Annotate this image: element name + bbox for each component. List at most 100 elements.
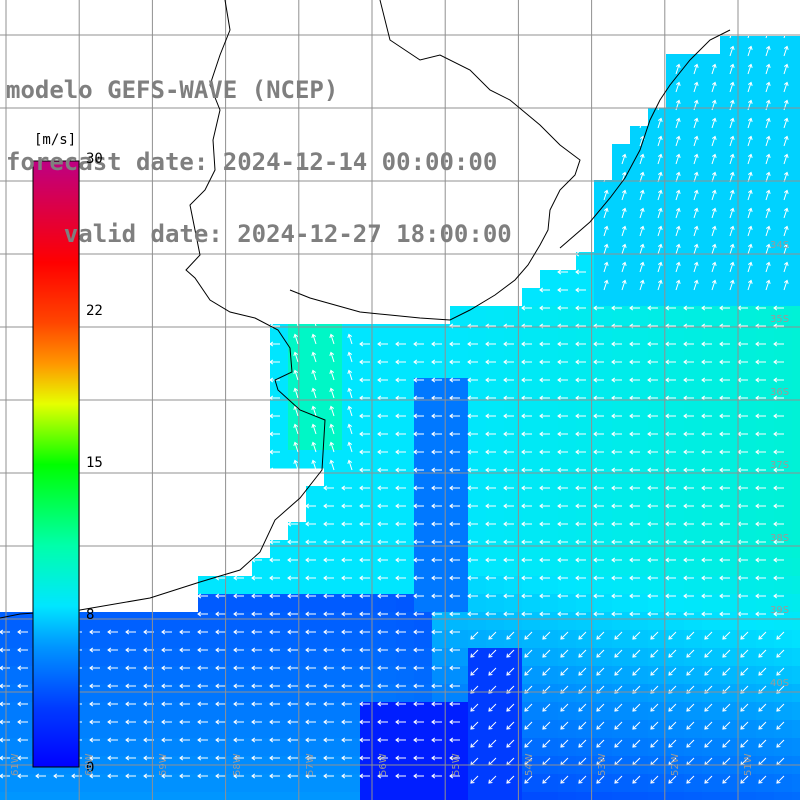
colorbar-band <box>33 602 79 604</box>
wind-speed-cell <box>684 684 703 703</box>
colorbar-band <box>33 192 79 194</box>
wind-arrow <box>693 172 698 183</box>
wind-arrow-head <box>783 135 789 140</box>
colorbar-band <box>33 236 79 238</box>
wind-arrow <box>722 775 731 784</box>
wind-arrow-head <box>693 63 699 68</box>
colorbar-band <box>33 592 79 594</box>
wind-speed-cell <box>792 702 800 721</box>
wind-speed-cell <box>720 522 739 541</box>
wind-speed-cell <box>342 738 361 757</box>
wind-speed-cell <box>792 486 800 505</box>
wind-speed-cell <box>558 612 577 631</box>
wind-speed-cell <box>594 216 613 235</box>
wind-speed-cell <box>396 576 415 595</box>
colorbar-band <box>33 359 79 361</box>
wind-speed-cell <box>756 270 775 289</box>
wind-arrow <box>711 172 716 183</box>
wind-arrow-head <box>639 279 645 284</box>
wind-arrow-head <box>377 395 382 401</box>
wind-speed-cell <box>630 216 649 235</box>
wind-speed-cell <box>738 108 757 127</box>
wind-arrow-head <box>293 333 299 338</box>
wind-speed-cell <box>720 720 739 739</box>
wind-speed-cell <box>774 90 793 109</box>
wind-speed-cell <box>720 630 739 649</box>
wind-speed-cell <box>90 612 109 631</box>
wind-speed-cell <box>414 702 433 721</box>
wind-arrow-head <box>747 225 753 230</box>
wind-speed-cell <box>252 594 271 613</box>
wind-speed-cell <box>648 216 667 235</box>
wind-arrow-head <box>765 117 771 122</box>
wind-speed-cell <box>558 792 577 800</box>
colorbar-band <box>33 660 79 662</box>
coastline <box>0 0 731 619</box>
wind-arrow-head <box>197 647 202 653</box>
wind-speed-cell <box>36 774 55 793</box>
wind-arrow-head <box>524 689 529 694</box>
wind-speed-cell <box>378 774 397 793</box>
colorbar-band <box>33 276 79 278</box>
wind-arrow <box>686 739 695 748</box>
colorbar-band <box>33 747 79 749</box>
wind-speed-cell <box>378 360 397 379</box>
colorbar-band <box>33 679 79 681</box>
colorbar-band <box>33 330 79 332</box>
wind-speed-cell <box>684 432 703 451</box>
wind-speed-cell <box>756 144 775 163</box>
wind-speed-cell <box>756 450 775 469</box>
wind-arrow-head <box>251 611 256 617</box>
wind-speed-cell <box>108 684 127 703</box>
wind-arrow-head <box>657 279 663 284</box>
wind-speed-cell <box>684 180 703 199</box>
colorbar-band <box>33 627 79 629</box>
wind-arrow <box>470 739 479 748</box>
wind-speed-cell <box>684 774 703 793</box>
colorbar-band <box>33 429 79 431</box>
wind-arrow-head <box>449 719 454 725</box>
wind-speed-cell <box>792 576 800 595</box>
wind-arrow-head <box>269 575 274 581</box>
wind-arrow-head <box>593 593 598 599</box>
wind-speed-cell <box>396 630 415 649</box>
wind-arrow-head <box>251 773 256 779</box>
colorbar-band <box>33 289 79 291</box>
wind-arrow-head <box>722 743 727 748</box>
wind-speed-cell <box>666 666 685 685</box>
wind-speed-cell <box>468 504 487 523</box>
wind-speed-cell <box>450 486 469 505</box>
colorbar-band <box>33 730 79 732</box>
wind-arrow-head <box>521 305 526 311</box>
colorbar-band <box>33 576 79 578</box>
wind-speed-cell <box>684 702 703 721</box>
wind-arrow <box>470 721 479 730</box>
wind-arrow-head <box>377 755 382 761</box>
wind-speed-cell <box>522 486 541 505</box>
wind-arrow-head <box>197 683 202 689</box>
wind-arrow-head <box>17 719 22 725</box>
wind-arrow-head <box>359 449 364 455</box>
colorbar-band <box>33 371 79 373</box>
wind-speed-cell <box>486 666 505 685</box>
wind-speed-cell <box>792 594 800 613</box>
wind-speed-cell <box>612 720 631 739</box>
wind-arrow-head <box>747 63 753 68</box>
wind-arrow-head <box>467 413 472 419</box>
colorbar-band <box>33 442 79 444</box>
colorbar-band <box>33 687 79 689</box>
wind-speed-cell <box>504 432 523 451</box>
wind-arrow-head <box>215 701 220 707</box>
wind-speed-cell <box>648 450 667 469</box>
colorbar-band <box>33 447 79 449</box>
wind-arrow <box>758 775 767 784</box>
wind-arrow-head <box>704 725 709 730</box>
wind-arrow-head <box>341 539 346 545</box>
wind-speed-cell <box>270 414 289 433</box>
wind-speed-cell <box>144 630 163 649</box>
wind-arrow <box>758 667 767 676</box>
colorbar-band <box>33 690 79 692</box>
wind-arrow <box>693 154 698 165</box>
colorbar-band <box>33 351 79 353</box>
wind-speed-cell <box>720 540 739 559</box>
